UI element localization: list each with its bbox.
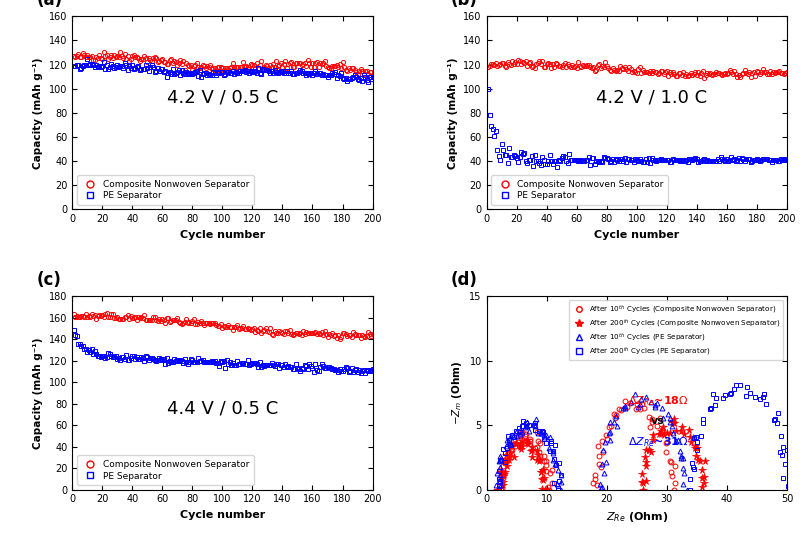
X-axis label: Cycle number: Cycle number: [180, 230, 265, 240]
Text: (c): (c): [36, 271, 61, 289]
Text: $\Delta Z_{Re}$~18$\Omega$: $\Delta Z_{Re}$~18$\Omega$: [626, 394, 687, 409]
Legend: Composite Nonwoven Separator, PE Separator: Composite Nonwoven Separator, PE Separat…: [77, 175, 253, 205]
Text: (d): (d): [450, 271, 477, 289]
Y-axis label: Capacity (mAh g⁻¹): Capacity (mAh g⁻¹): [448, 57, 457, 169]
Legend: Composite Nonwoven Separator, PE Separator: Composite Nonwoven Separator, PE Separat…: [77, 455, 253, 485]
Text: $\Delta Z_{Re}$~31$\Omega$: $\Delta Z_{Re}$~31$\Omega$: [626, 435, 687, 449]
Text: (b): (b): [450, 0, 477, 9]
Text: (a): (a): [36, 0, 63, 9]
Text: vs: vs: [650, 416, 664, 426]
X-axis label: Cycle number: Cycle number: [593, 230, 678, 240]
Text: 4.4 V / 0.5 C: 4.4 V / 0.5 C: [167, 399, 277, 417]
X-axis label: Cycle number: Cycle number: [180, 510, 265, 520]
Text: 4.2 V / 0.5 C: 4.2 V / 0.5 C: [167, 89, 277, 107]
Legend: Composite Nonwoven Separator, PE Separator: Composite Nonwoven Separator, PE Separat…: [491, 175, 667, 205]
Legend: After 10$^{th}$ Cycles (Composite Nonwoven Separator), After 200$^{th}$ Cycles (: After 10$^{th}$ Cycles (Composite Nonwov…: [569, 300, 783, 360]
Y-axis label: Capacity (mAh g⁻¹): Capacity (mAh g⁻¹): [34, 337, 43, 449]
Text: 4.2 V / 1.0 C: 4.2 V / 1.0 C: [596, 89, 707, 107]
Y-axis label: $-Z_m$ (Ohm): $-Z_m$ (Ohm): [449, 361, 464, 425]
X-axis label: $Z_{Re}$ (Ohm): $Z_{Re}$ (Ohm): [605, 510, 667, 524]
Y-axis label: Capacity (mAh g⁻¹): Capacity (mAh g⁻¹): [34, 57, 43, 169]
